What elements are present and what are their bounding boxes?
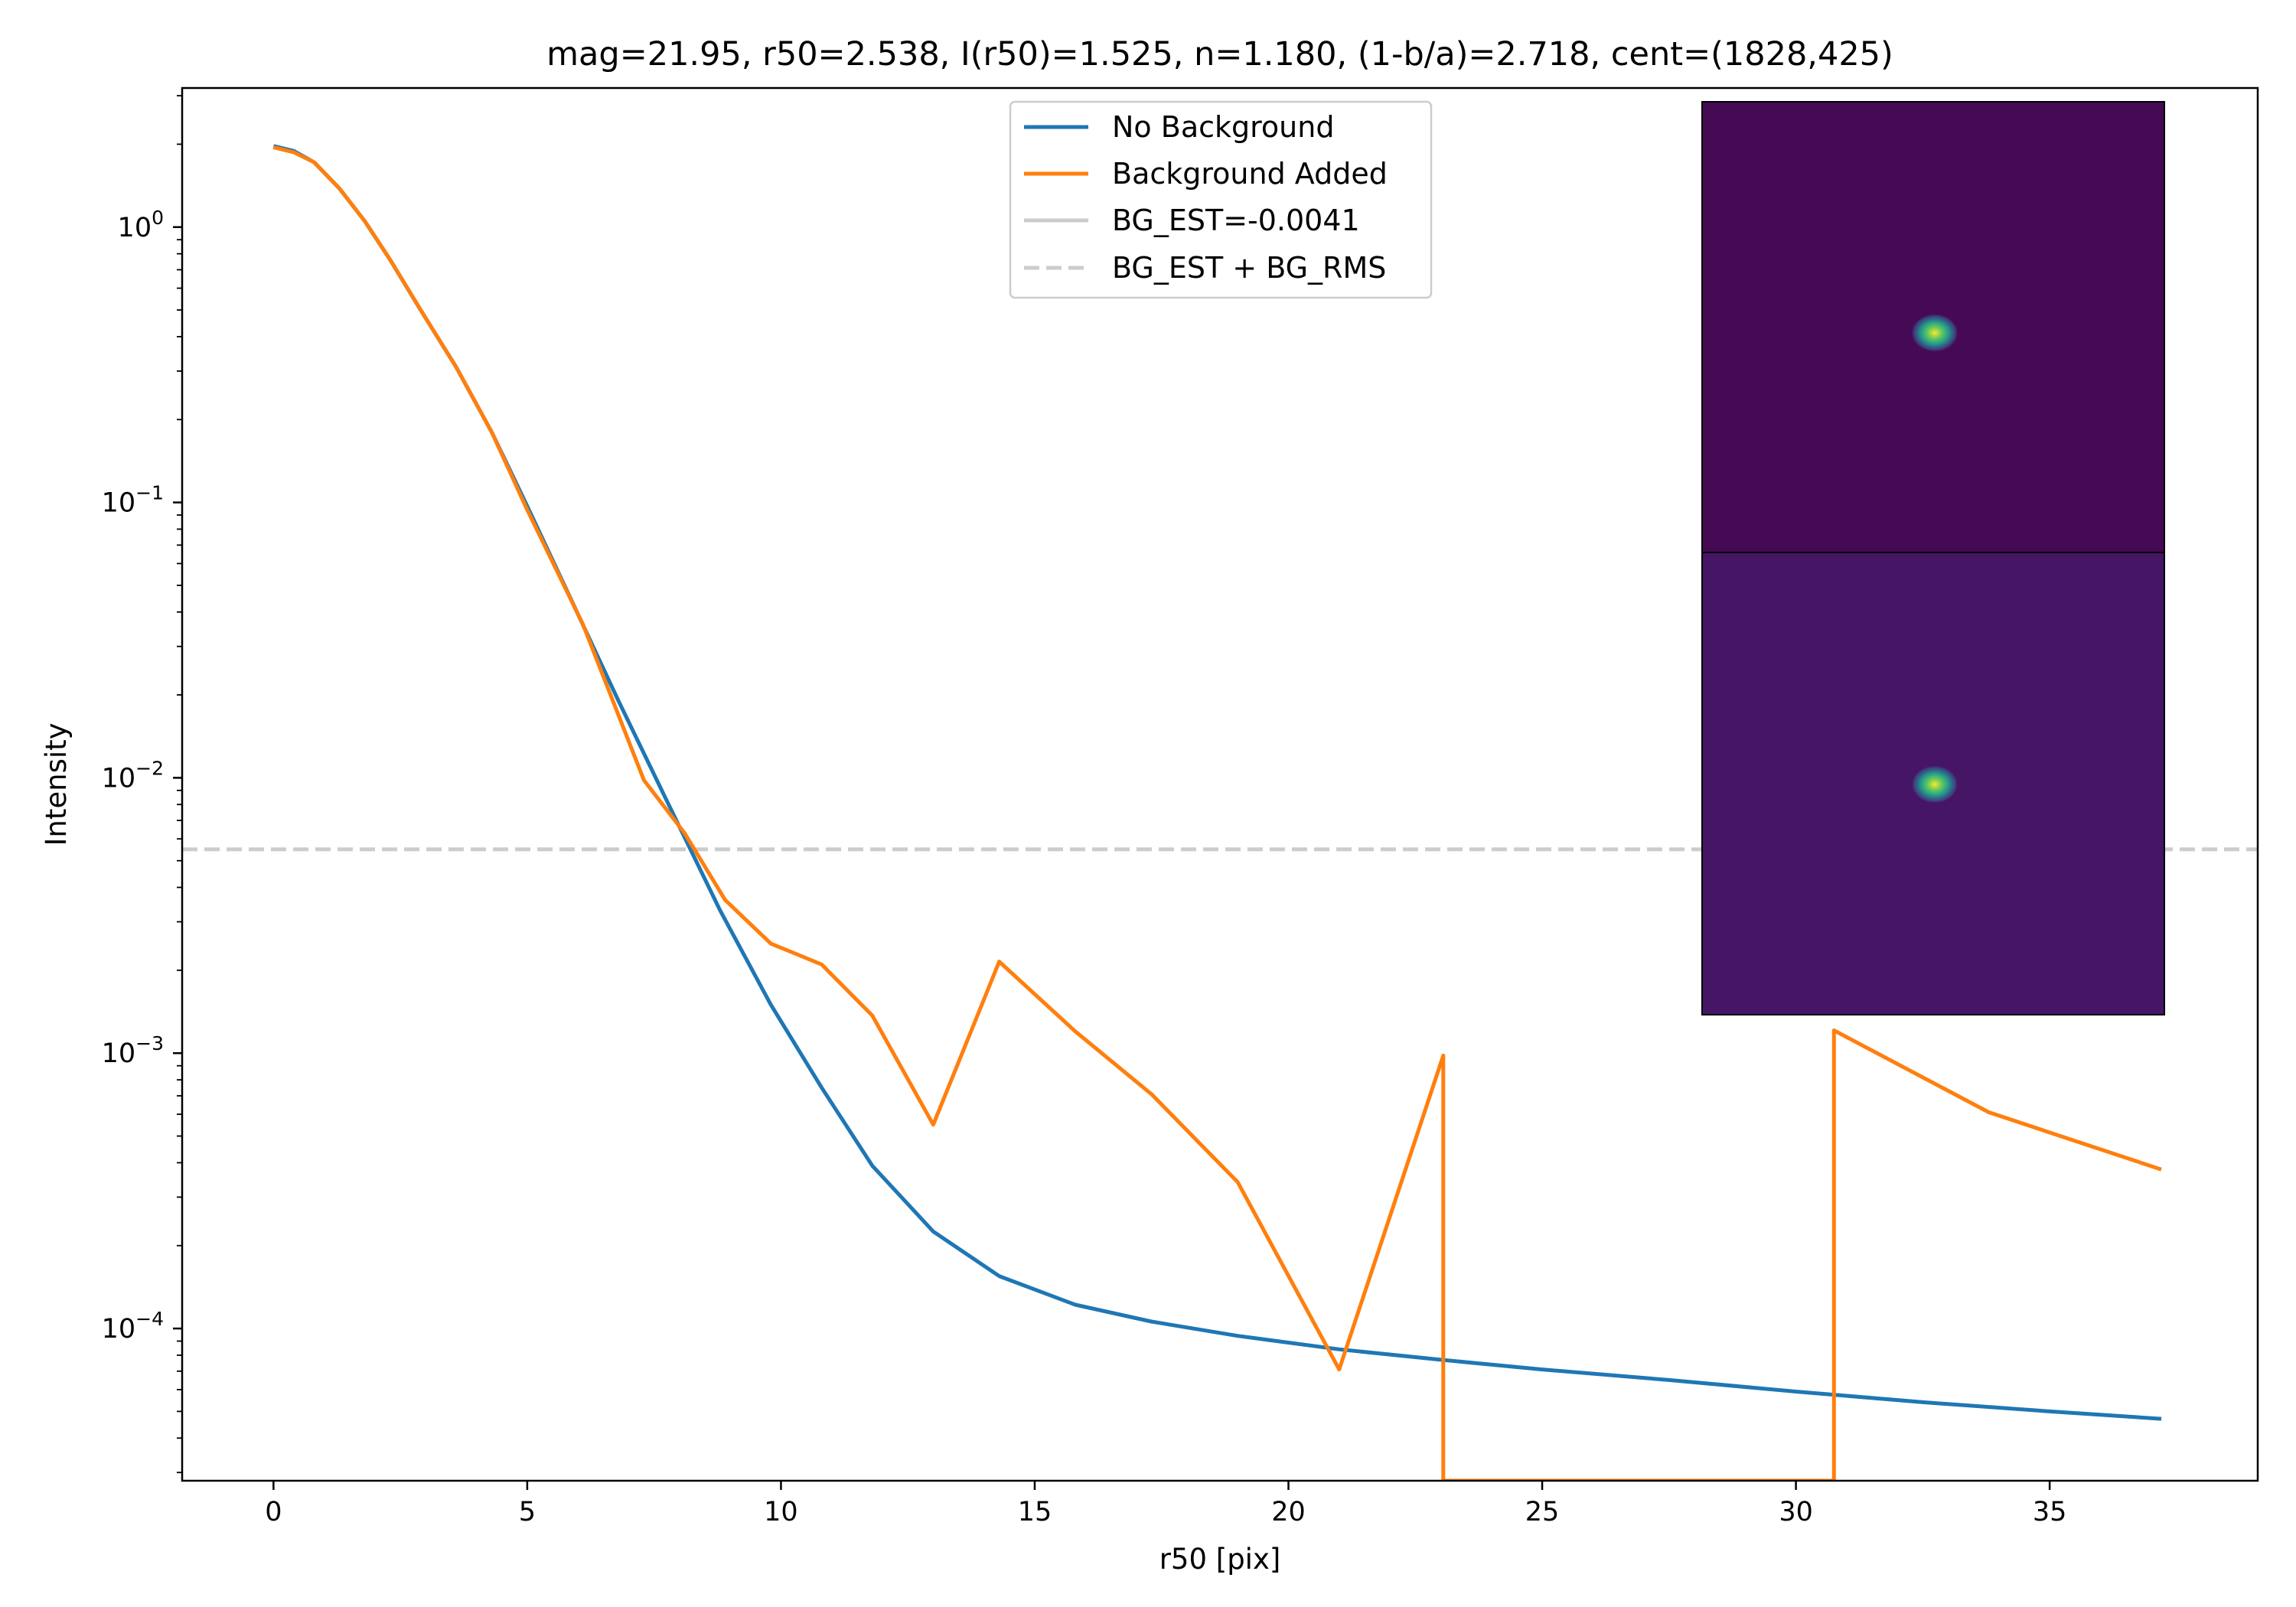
image-inset-top: [1701, 101, 2165, 556]
legend: No Background Background Added BG_EST=-0…: [1009, 100, 1433, 299]
legend-label-bg-rms: BG_EST + BG_RMS: [1112, 251, 1386, 285]
x-tick-label: 35: [2033, 1497, 2067, 1527]
x-tick-label: 15: [1018, 1497, 1052, 1527]
x-axis-label: r50 [pix]: [1159, 1543, 1281, 1576]
x-tick-label: 0: [265, 1497, 282, 1527]
x-axis-ticks: 0 5 10 15 20 25 30 35: [265, 1481, 2066, 1527]
y-tick-label: 10−1: [102, 482, 164, 519]
background-added-line: [272, 145, 2162, 1481]
chart-title: mag=21.95, r50=2.538, I(r50)=1.525, n=1.…: [546, 35, 1893, 73]
y-tick-label: 10−3: [102, 1032, 164, 1069]
x-tick-label: 5: [519, 1497, 536, 1527]
legend-label-bg-est: BG_EST=-0.0041: [1112, 204, 1360, 237]
plot-frame: [181, 86, 2259, 1482]
legend-box: [1009, 100, 1433, 299]
x-tick-label: 30: [1779, 1497, 1813, 1527]
y-tick-label: 10−4: [102, 1308, 164, 1345]
x-tick-label: 10: [764, 1497, 798, 1527]
image-inset-bottom: [1701, 552, 2165, 1015]
legend-label-no-background: No Background: [1112, 110, 1334, 144]
y-axis-ticks: 100 10−1 10−2 10−3 10−4: [102, 95, 182, 1474]
y-axis-label: Intensity: [40, 722, 73, 846]
legend-label-background-added: Background Added: [1112, 157, 1388, 191]
y-tick-label: 100: [118, 207, 164, 243]
plot-area: [182, 144, 2258, 1481]
y-tick-label: 10−2: [102, 757, 164, 794]
x-tick-label: 20: [1271, 1497, 1306, 1527]
x-tick-label: 25: [1525, 1497, 1560, 1527]
